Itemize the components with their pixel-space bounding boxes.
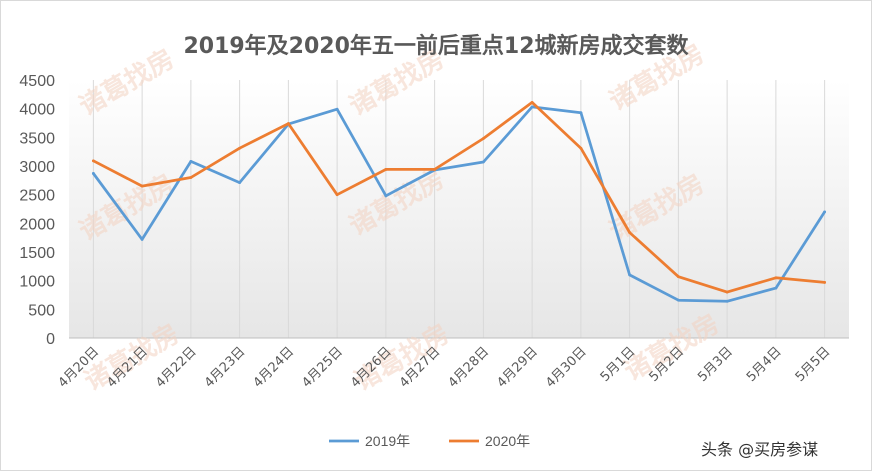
data-point	[91, 159, 95, 163]
x-tick-label: 5月4日	[744, 344, 785, 385]
x-tick-label: 4月23日	[202, 344, 249, 391]
y-tick-label: 1500	[19, 245, 55, 262]
data-point	[725, 299, 729, 303]
series-line-1	[92, 105, 826, 303]
data-point	[628, 231, 632, 234]
credit-text: 头条 @买房参谋	[701, 440, 818, 459]
data-point	[140, 237, 144, 241]
data-point	[91, 172, 95, 175]
data-point	[676, 298, 680, 302]
series-line-2	[92, 101, 826, 294]
y-tick-label: 500	[28, 302, 55, 319]
data-point	[676, 275, 680, 279]
y-tick-label: 0	[46, 331, 55, 348]
chart-title: 2019年及2020年五一前后重点12城新房成交套数	[183, 33, 689, 59]
x-tick-label: 5月3日	[695, 344, 736, 385]
data-point	[774, 276, 778, 280]
data-point	[725, 290, 729, 294]
x-tick-label: 4月28日	[446, 344, 493, 391]
data-point	[530, 105, 534, 109]
data-point	[140, 184, 144, 188]
data-point	[433, 168, 437, 171]
legend-label: 2019年	[365, 433, 410, 449]
data-point	[335, 193, 339, 197]
data-point	[238, 146, 242, 150]
data-point	[384, 168, 388, 171]
data-point	[579, 111, 583, 115]
y-tick-label: 2000	[19, 216, 55, 233]
series-lines	[91, 100, 827, 303]
data-point	[384, 194, 388, 198]
gridlines	[69, 80, 849, 339]
data-point	[238, 181, 242, 185]
plot-area	[69, 80, 849, 338]
legend-label: 2020年	[485, 433, 530, 449]
y-tick-label: 3000	[19, 159, 55, 176]
y-tick-label: 1000	[19, 274, 55, 291]
data-point	[823, 280, 827, 284]
x-tick-label: 5月5日	[793, 344, 834, 385]
legend: 2019年 2020年	[329, 433, 530, 449]
data-point	[579, 146, 583, 150]
y-tick-label: 4500	[19, 73, 55, 90]
data-point	[481, 160, 485, 164]
data-point	[823, 210, 827, 214]
y-tick-label: 3500	[19, 130, 55, 147]
data-point	[189, 176, 193, 179]
data-point	[189, 160, 193, 163]
x-tick-label: 4月25日	[299, 344, 346, 391]
x-tick-label: 4月30日	[543, 344, 590, 391]
y-axis: 0 500 1000 1500 2000 2500 3000 3500 4000 4500	[19, 73, 55, 348]
data-point	[481, 137, 485, 140]
x-tick-label: 4月24日	[251, 344, 298, 391]
data-point	[628, 273, 632, 277]
data-point	[335, 107, 339, 111]
data-point	[774, 286, 778, 290]
y-tick-label: 2500	[19, 188, 55, 205]
x-tick-label: 4月29日	[494, 344, 541, 391]
data-point	[286, 122, 290, 125]
data-point	[530, 100, 534, 104]
y-tick-label: 4000	[19, 102, 55, 119]
